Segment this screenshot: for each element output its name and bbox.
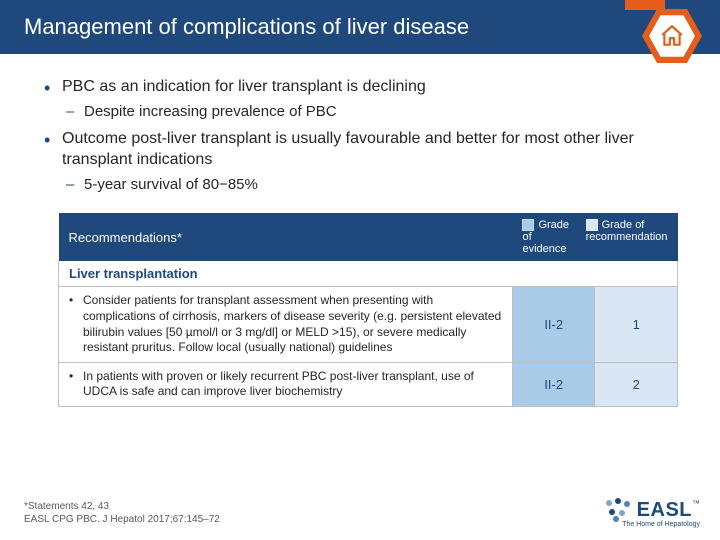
legend-evidence: Grade of evidence	[522, 219, 571, 255]
legend-swatch-evidence	[522, 219, 534, 231]
grade-recommendation-cell: 2	[595, 362, 678, 406]
table-header-row: Recommendations* Grade of evidence Grade…	[59, 213, 678, 261]
slide-title: Management of complications of liver dis…	[24, 14, 469, 39]
table-row: In patients with proven or likely recurr…	[59, 362, 678, 406]
logo-dots-icon	[603, 497, 633, 523]
bullet-item: Outcome post-liver transplant is usually…	[40, 128, 680, 195]
content-area: PBC as an indication for liver transplan…	[0, 54, 720, 407]
table-legend: Grade of evidence Grade of recommendatio…	[522, 219, 667, 255]
footer-line: EASL CPG PBC. J Hepatol 2017;67:145–72	[24, 513, 220, 526]
bullet-list: PBC as an indication for liver transplan…	[40, 76, 680, 195]
sub-bullet-item: 5-year survival of 80−85%	[62, 175, 680, 195]
sub-bullet-text: Despite increasing prevalence of PBC	[84, 103, 337, 120]
title-bar: Management of complications of liver dis…	[0, 0, 720, 54]
grade-evidence-cell: II-2	[512, 362, 595, 406]
bullet-text: Outcome post-liver transplant is usually…	[62, 130, 634, 169]
home-icon	[659, 23, 685, 49]
table-section-row: Liver transplantation	[59, 261, 678, 287]
recommendation-text: In patients with proven or likely recurr…	[69, 369, 502, 400]
sub-bullet-text: 5-year survival of 80−85%	[84, 176, 258, 193]
footer-line: *Statements 42, 43	[24, 500, 220, 513]
recommendations-table: Recommendations* Grade of evidence Grade…	[58, 213, 678, 407]
table-row: Consider patients for transplant assessm…	[59, 287, 678, 362]
home-badge[interactable]	[642, 6, 702, 66]
table-header-label: Recommendations*	[69, 230, 182, 245]
logo-text: EASL	[637, 499, 692, 521]
legend-swatch-recommendation	[586, 219, 598, 231]
recommendation-text: Consider patients for transplant assessm…	[69, 293, 502, 355]
bullet-item: PBC as an indication for liver transplan…	[40, 76, 680, 122]
grade-evidence-cell: II-2	[512, 287, 595, 362]
table-section-label: Liver transplantation	[69, 266, 198, 281]
footer-citation: *Statements 42, 43 EASL CPG PBC. J Hepat…	[24, 500, 220, 526]
bullet-text: PBC as an indication for liver transplan…	[62, 78, 426, 95]
grade-recommendation-cell: 1	[595, 287, 678, 362]
legend-recommendation: Grade of recommendation	[586, 219, 668, 255]
logo-tm: ™	[692, 499, 700, 508]
sub-bullet-item: Despite increasing prevalence of PBC	[62, 102, 680, 122]
easl-logo: EASL™ The Home of Hepatology	[603, 497, 700, 528]
